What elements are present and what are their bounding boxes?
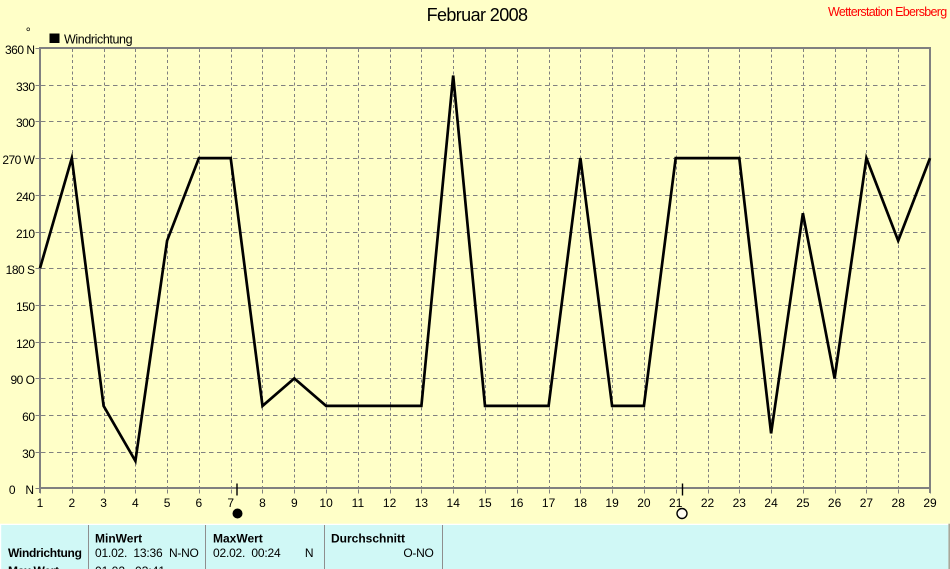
svg-text:O-NO: O-NO (403, 546, 433, 560)
svg-text:19: 19 (605, 496, 619, 510)
svg-text:180 S: 180 S (6, 263, 35, 277)
svg-text:26: 26 (828, 496, 842, 510)
svg-text:13: 13 (415, 496, 429, 510)
svg-text:5: 5 (164, 496, 171, 510)
svg-text:29: 29 (923, 496, 937, 510)
svg-text:14: 14 (447, 496, 461, 510)
svg-text:18: 18 (574, 496, 588, 510)
svg-text:MaxWert: MaxWert (213, 532, 263, 546)
svg-text:360 N: 360 N (5, 43, 35, 57)
svg-text:25: 25 (796, 496, 810, 510)
svg-text:330: 330 (16, 80, 35, 94)
svg-text:N: N (305, 546, 314, 560)
svg-text:210: 210 (16, 227, 35, 241)
svg-text:11: 11 (352, 496, 365, 510)
svg-text:30: 30 (22, 447, 35, 461)
svg-text:6: 6 (196, 496, 203, 510)
svg-text:MinWert: MinWert (95, 532, 142, 546)
svg-text:1: 1 (37, 496, 44, 510)
svg-text:2: 2 (68, 496, 75, 510)
svg-text:N: N (25, 483, 34, 497)
svg-text:12: 12 (383, 496, 397, 510)
svg-text:270 W: 270 W (2, 153, 35, 167)
svg-text:10: 10 (319, 496, 333, 510)
svg-text:20: 20 (637, 496, 651, 510)
svg-text:Wetterstation Ebersberg: Wetterstation Ebersberg (828, 5, 947, 19)
svg-text:02.02. 00:24: 02.02. 00:24 (213, 546, 281, 560)
svg-text:°: ° (26, 26, 31, 40)
svg-text:Durchschnitt: Durchschnitt (331, 532, 405, 546)
svg-text:01.02. 13:36: 01.02. 13:36 (95, 546, 163, 560)
svg-text:Windrichtung: Windrichtung (64, 33, 133, 47)
svg-text:27: 27 (860, 496, 874, 510)
svg-text:4: 4 (132, 496, 139, 510)
svg-text:17: 17 (542, 496, 556, 510)
svg-text:300: 300 (16, 116, 35, 130)
svg-text:120: 120 (16, 337, 35, 351)
svg-text:7: 7 (227, 496, 234, 510)
svg-text:240: 240 (16, 190, 35, 204)
svg-text:Windrichtung: Windrichtung (8, 546, 82, 560)
svg-text:01.02. 03:41: 01.02. 03:41 (95, 564, 165, 569)
svg-text:9: 9 (291, 496, 298, 510)
svg-text:8: 8 (259, 496, 266, 510)
svg-text:3: 3 (100, 496, 107, 510)
svg-text:22: 22 (701, 496, 715, 510)
svg-text:N-NO: N-NO (169, 546, 198, 560)
svg-text:150: 150 (16, 300, 35, 314)
svg-text:24: 24 (764, 496, 778, 510)
svg-text:60: 60 (22, 410, 35, 424)
svg-text:21: 21 (669, 496, 683, 510)
svg-text:28: 28 (892, 496, 906, 510)
svg-text:Max.Wert: Max.Wert (8, 564, 59, 569)
svg-text:15: 15 (478, 496, 492, 510)
svg-text:23: 23 (733, 496, 747, 510)
svg-text:16: 16 (510, 496, 524, 510)
svg-text:90 O: 90 O (10, 373, 34, 387)
svg-text:Februar 2008: Februar 2008 (427, 5, 528, 25)
svg-text:0: 0 (9, 483, 16, 497)
